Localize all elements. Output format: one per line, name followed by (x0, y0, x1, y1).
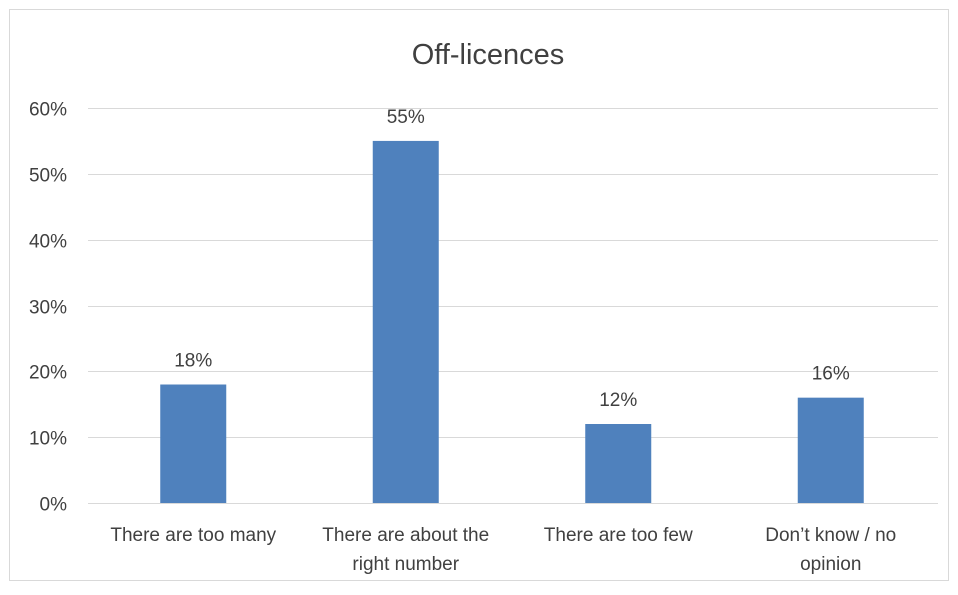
x-tick-label: opinion (800, 554, 861, 575)
x-tick-label: There are about the (322, 525, 489, 546)
y-tick-label: 20% (29, 363, 67, 384)
y-tick-label: 10% (29, 429, 67, 450)
y-tick-label: 30% (29, 298, 67, 319)
data-label: 16% (812, 364, 850, 385)
bar (160, 384, 227, 503)
y-tick-label: 0% (40, 495, 68, 516)
data-labels: 18% 55% 12% 16% (174, 107, 850, 411)
chart-title: Off-licences (412, 39, 565, 71)
x-tick-label: There are too many (110, 525, 276, 546)
data-label: 55% (387, 107, 425, 128)
bar (797, 397, 864, 503)
bar (585, 424, 652, 503)
x-tick-label: right number (352, 554, 459, 575)
y-tick-label: 40% (29, 232, 67, 253)
bar (372, 140, 439, 503)
y-tick-label: 60% (29, 100, 67, 121)
bars (160, 140, 864, 503)
y-axis-ticks: 0% 10% 20% 30% 40% 50% 60% (29, 100, 67, 516)
data-label: 12% (599, 390, 637, 411)
data-label: 18% (174, 351, 212, 372)
y-tick-label: 50% (29, 166, 67, 187)
gridlines (88, 108, 938, 504)
x-tick-label: There are too few (544, 525, 693, 546)
x-axis-ticks: There are too many There are about the rig… (110, 525, 896, 575)
x-tick-label: Don’t know / no (765, 525, 896, 546)
